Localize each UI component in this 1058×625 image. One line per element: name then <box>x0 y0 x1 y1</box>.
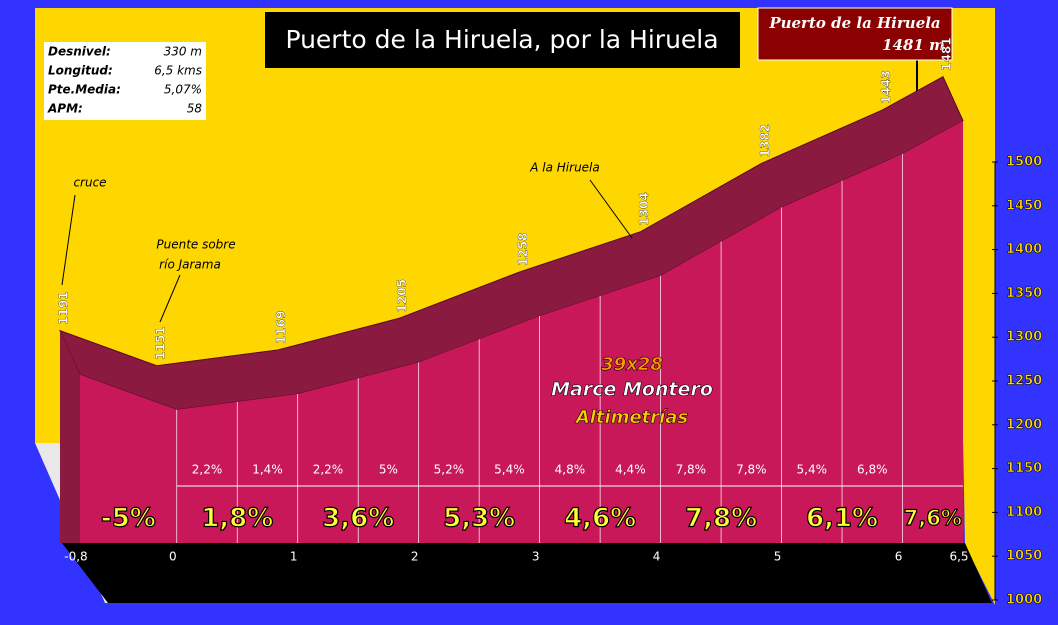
annotation: Puente sobre <box>156 238 235 252</box>
km-gradient-label: 5,3% <box>443 504 515 534</box>
half-km-gradient-label: 7,8% <box>736 463 767 477</box>
stats-box <box>44 42 206 120</box>
km-gradient-label: 7,8% <box>685 504 757 534</box>
half-km-gradient-label: 5,2% <box>434 463 465 477</box>
title-box <box>265 12 740 68</box>
summit-box <box>757 7 953 61</box>
elevation-label: 1304 <box>637 192 651 225</box>
half-km-gradient-label: 7,8% <box>676 463 707 477</box>
x-tick-label: 6 <box>895 550 903 564</box>
elevation-label: 1205 <box>395 279 409 312</box>
summit-name: Puerto de la Hiruela <box>768 14 940 32</box>
stat-label: Pte.Media: <box>48 83 121 97</box>
km-gradient-label: 1,8% <box>201 504 273 534</box>
stat-value: 5,07% <box>164 83 202 97</box>
watermark: Altimetrías <box>574 407 689 428</box>
half-km-gradient-label: 5,4% <box>494 463 525 477</box>
y-tick-label: 1050 <box>1006 549 1042 564</box>
x-tick-label: 4 <box>653 550 661 564</box>
x-tick-label: 6,5 <box>949 550 968 564</box>
km-gradient-label: 7,6% <box>904 506 962 530</box>
y-tick-label: 1400 <box>1006 242 1042 257</box>
elevation-label: 1169 <box>274 311 288 344</box>
profile-left-side <box>60 330 80 543</box>
annotation: río Jarama <box>159 258 221 272</box>
half-km-gradient-label: 5% <box>379 463 398 477</box>
x-tick-label: 2 <box>411 550 419 564</box>
annotation: A la Hiruela <box>529 161 600 175</box>
profile-area <box>80 120 963 544</box>
elevation-label: 1151 <box>153 326 167 359</box>
elevation-label: 1258 <box>516 233 530 266</box>
watermark: Marce Montero <box>551 379 713 401</box>
floor <box>62 543 992 603</box>
stat-label: Longitud: <box>48 64 113 78</box>
watermark: 39x28 <box>601 354 663 375</box>
x-tick-label: 5 <box>774 550 782 564</box>
x-tick-label: 1 <box>290 550 298 564</box>
half-km-gradient-label: 2,2% <box>313 463 344 477</box>
elevation-label: 1481 <box>940 37 954 70</box>
y-tick-label: 1100 <box>1006 505 1042 520</box>
half-km-gradient-label: 2,2% <box>192 463 223 477</box>
y-tick-label: 1450 <box>1006 198 1042 213</box>
x-tick-label: 3 <box>532 550 540 564</box>
annotation-line <box>589 179 633 239</box>
km-gradient-label: 3,6% <box>322 504 394 534</box>
stat-label: Desnivel: <box>48 45 111 59</box>
elevation-label: 1191 <box>57 291 71 324</box>
summit-altitude: 1481 m <box>882 36 945 54</box>
y-tick-label: 1350 <box>1006 286 1042 301</box>
half-km-gradient-label: 6,8% <box>857 463 888 477</box>
side-wall <box>955 8 995 605</box>
half-km-gradient-label: 1,4% <box>252 463 283 477</box>
annotation-line <box>159 274 181 323</box>
half-km-gradient-label: 4,8% <box>555 463 586 477</box>
y-tick-label: 1200 <box>1006 417 1042 432</box>
x-tick-label: 0 <box>169 550 177 564</box>
km-gradient-label: -5% <box>101 504 156 534</box>
annotation-line <box>61 194 76 286</box>
elevation-label: 1382 <box>758 124 772 157</box>
km-gradient-label: 6,1% <box>806 504 878 534</box>
chart-title: Puerto de la Hiruela, por la Hiruela <box>285 25 718 54</box>
half-km-gradient-label: 5,4% <box>797 463 828 477</box>
y-tick-label: 1150 <box>1006 461 1042 476</box>
stat-value: 6,5 kms <box>154 64 202 78</box>
annotation: cruce <box>73 176 106 190</box>
y-tick-label: 1300 <box>1006 330 1042 345</box>
km-gradient-label: 4,6% <box>564 504 636 534</box>
y-tick-label: 1000 <box>1006 593 1042 608</box>
elevation-label: 1443 <box>879 71 893 104</box>
stat-label: APM: <box>47 102 83 116</box>
y-tick-label: 1500 <box>1006 155 1042 170</box>
half-km-gradient-label: 4,4% <box>615 463 646 477</box>
stat-value: 58 <box>187 102 203 116</box>
y-tick-label: 1250 <box>1006 374 1042 389</box>
stat-value: 330 m <box>164 45 202 59</box>
x-tick-label: -0,8 <box>64 550 87 564</box>
